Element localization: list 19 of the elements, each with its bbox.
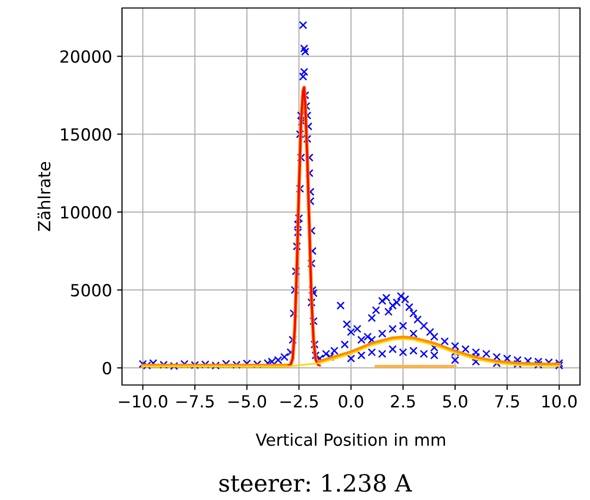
- x-tick-label: 7.5: [495, 395, 519, 408]
- x-tick-label: 0.0: [338, 395, 364, 408]
- x-tick-label: 2.5: [391, 395, 415, 408]
- line-series: [288, 86, 321, 366]
- x-tick-label: −5.0: [228, 395, 266, 408]
- y-tick-label: 20000: [60, 50, 112, 63]
- x-tick-label: −10.0: [119, 395, 168, 408]
- y-tick-label: 15000: [61, 128, 112, 141]
- x-tick-label: 5.0: [443, 395, 468, 408]
- x-axis-title: Vertical Position in mm: [256, 433, 446, 446]
- y-tick-label: 0: [102, 362, 112, 374]
- text: steerer: 1.238 A: [219, 474, 412, 492]
- x-tick-label: 10.0: [542, 395, 577, 408]
- line-series: [142, 338, 560, 368]
- x-tick-label: −7.5: [176, 395, 214, 408]
- x-tick-label: −2.5: [280, 395, 318, 408]
- y-axis-title: Zählrate: [38, 162, 50, 232]
- y-tick-label: 5000: [71, 284, 112, 297]
- y-tick-label: 10000: [61, 206, 112, 219]
